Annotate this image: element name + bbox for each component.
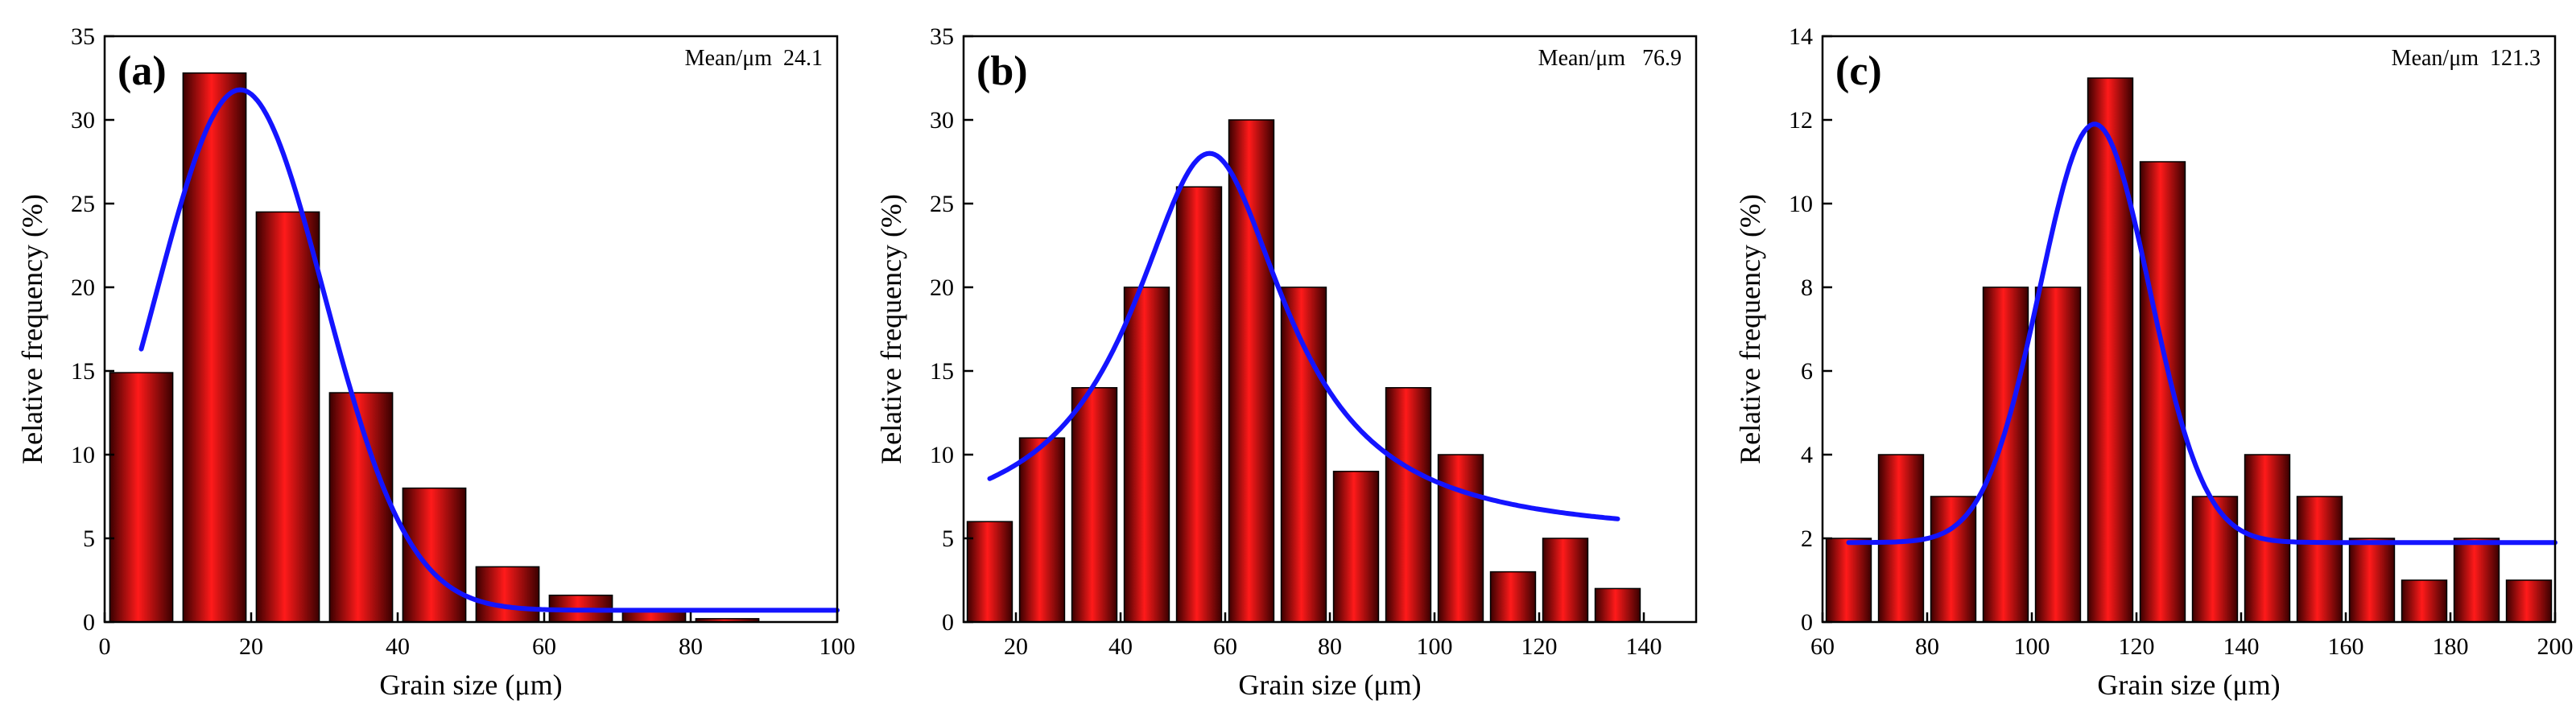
x-tick-label-a-2: 40 bbox=[386, 633, 410, 660]
x-tick-label-a-4: 80 bbox=[679, 633, 703, 660]
histogram-bar-a-5 bbox=[475, 566, 540, 623]
x-tick-label-c-7: 200 bbox=[2537, 633, 2574, 660]
x-tick-label-b-6: 140 bbox=[1626, 633, 1662, 660]
y-tick-label-c-4: 8 bbox=[1801, 274, 1813, 301]
histogram-bar-c-10 bbox=[2348, 538, 2396, 623]
histogram-bar-c-12 bbox=[2453, 538, 2500, 623]
y-tick-label-b-0: 0 bbox=[942, 609, 954, 636]
histogram-bar-b-0 bbox=[966, 521, 1013, 623]
histogram-chart-c: 60 80 100 120 140 160 180 200 0 2 4 6 8 10 12 14 Grain s… bbox=[1734, 23, 2574, 701]
histogram-bar-b-11 bbox=[1542, 538, 1589, 623]
y-tick-label-c-3: 6 bbox=[1801, 358, 1813, 385]
histogram-bar-b-5 bbox=[1228, 119, 1275, 623]
y-tick-label-a-2: 10 bbox=[71, 442, 95, 468]
histogram-bar-a-4 bbox=[402, 487, 467, 623]
histogram-bar-c-0 bbox=[1825, 538, 1872, 623]
y-tick-label-a-5: 25 bbox=[71, 191, 95, 217]
x-tick-label-a-5: 100 bbox=[819, 633, 856, 660]
y-tick-label-b-7: 35 bbox=[930, 23, 954, 50]
x-tick-label-b-3: 80 bbox=[1318, 633, 1342, 660]
y-tick-label-a-3: 15 bbox=[71, 358, 95, 385]
x-tick-label-b-1: 40 bbox=[1108, 633, 1133, 660]
histogram-bar-b-1 bbox=[1018, 437, 1066, 623]
x-tick-label-b-2: 60 bbox=[1213, 633, 1237, 660]
panel-label-a: (a) bbox=[118, 48, 167, 94]
x-tick-label-c-0: 60 bbox=[1810, 633, 1835, 660]
histogram-bar-a-0 bbox=[109, 372, 174, 623]
y-tick-label-b-2: 10 bbox=[930, 442, 954, 468]
x-tick-label-a-1: 20 bbox=[239, 633, 263, 660]
y-tick-label-a-6: 30 bbox=[71, 107, 95, 134]
y-tick-label-b-6: 30 bbox=[930, 107, 954, 134]
histogram-bar-c-2 bbox=[1930, 496, 1977, 623]
plot-frame-c bbox=[1821, 35, 2557, 624]
fit-curve-a bbox=[138, 87, 840, 613]
histogram-bar-c-3 bbox=[1982, 286, 2029, 623]
panel-label-b: (b) bbox=[976, 48, 1028, 94]
histogram-bar-c-6 bbox=[2139, 161, 2186, 623]
histogram-bar-b-7 bbox=[1332, 471, 1380, 623]
histogram-bar-c-13 bbox=[2505, 579, 2553, 623]
histogram-bar-b-12 bbox=[1594, 587, 1641, 623]
histogram-bar-b-2 bbox=[1071, 387, 1118, 623]
histogram-bar-b-10 bbox=[1489, 571, 1537, 623]
x-tick-label-b-5: 120 bbox=[1521, 633, 1558, 660]
histogram-bar-a-1 bbox=[182, 72, 247, 623]
mean-annotation-c: Mean/μm 121.3 bbox=[2392, 46, 2541, 71]
histogram-bar-c-4 bbox=[2034, 286, 2082, 623]
histogram-bar-a-2 bbox=[255, 211, 320, 623]
panel-label-c: (c) bbox=[1835, 48, 1882, 94]
y-tick-label-b-3: 15 bbox=[930, 358, 954, 385]
histogram-panel-c: 60 80 100 120 140 160 180 200 0 2 4 6 8 10 12 14 Grain s… bbox=[1718, 0, 2576, 717]
mean-annotation-b: Mean/μm 76.9 bbox=[1538, 46, 1682, 71]
x-tick-label-c-5: 160 bbox=[2328, 633, 2364, 660]
histogram-bar-b-6 bbox=[1280, 286, 1327, 623]
y-tick-label-a-1: 5 bbox=[83, 525, 95, 552]
x-tick-label-b-4: 100 bbox=[1417, 633, 1453, 660]
y-tick-label-c-0: 0 bbox=[1801, 609, 1813, 636]
x-tick-label-c-2: 100 bbox=[2014, 633, 2050, 660]
y-tick-label-b-1: 5 bbox=[942, 525, 954, 552]
histogram-bar-c-11 bbox=[2401, 579, 2448, 623]
y-axis-label-b: Relative frequency (%) bbox=[875, 194, 907, 464]
y-tick-label-b-5: 25 bbox=[930, 191, 954, 217]
y-tick-label-b-4: 20 bbox=[930, 274, 954, 301]
x-tick-label-c-4: 140 bbox=[2223, 633, 2260, 660]
y-tick-label-a-4: 20 bbox=[71, 274, 95, 301]
y-axis-label-a: Relative frequency (%) bbox=[16, 194, 48, 464]
x-axis-label-a: Grain size (μm) bbox=[379, 669, 562, 701]
histogram-bar-b-3 bbox=[1123, 286, 1170, 623]
plot-frame-a bbox=[103, 35, 839, 624]
x-axis-label-b: Grain size (μm) bbox=[1238, 669, 1421, 701]
y-tick-label-c-2: 4 bbox=[1801, 442, 1813, 468]
y-tick-label-a-7: 35 bbox=[71, 23, 95, 50]
histogram-chart-a: 0 20 40 60 80 100 0 5 10 15 20 25 30 35 Grain size (μm… bbox=[16, 23, 856, 701]
y-tick-label-c-1: 2 bbox=[1801, 525, 1813, 552]
x-tick-label-c-3: 120 bbox=[2119, 633, 2155, 660]
histogram-bar-c-5 bbox=[2087, 77, 2134, 623]
histogram-bar-c-9 bbox=[2296, 496, 2343, 623]
x-tick-label-a-0: 0 bbox=[99, 633, 111, 660]
histogram-bar-c-7 bbox=[2191, 496, 2239, 623]
y-axis-label-c: Relative frequency (%) bbox=[1734, 194, 1766, 464]
x-tick-label-c-1: 80 bbox=[1915, 633, 1939, 660]
x-tick-label-c-6: 180 bbox=[2433, 633, 2469, 660]
histogram-chart-b: 20 40 60 80 100 120 140 0 5 10 15 20 25 30 35 Grain siz… bbox=[875, 23, 1698, 701]
y-tick-label-c-6: 12 bbox=[1789, 107, 1813, 134]
histogram-bar-b-9 bbox=[1437, 454, 1484, 623]
x-axis-label-c: Grain size (μm) bbox=[2097, 669, 2280, 701]
histogram-bar-b-8 bbox=[1385, 387, 1432, 623]
fit-curve-c bbox=[1846, 122, 2557, 546]
histogram-panel-a: 0 20 40 60 80 100 0 5 10 15 20 25 30 35 Grain size (μm… bbox=[0, 0, 859, 717]
x-tick-label-b-0: 20 bbox=[1004, 633, 1028, 660]
y-tick-label-a-0: 0 bbox=[83, 609, 95, 636]
y-tick-label-c-5: 10 bbox=[1789, 191, 1813, 217]
mean-annotation-a: Mean/μm 24.1 bbox=[685, 46, 823, 71]
histogram-bar-b-4 bbox=[1175, 186, 1223, 623]
y-tick-label-c-7: 14 bbox=[1789, 23, 1813, 50]
fit-curve-b bbox=[987, 150, 1620, 521]
histogram-panel-b: 20 40 60 80 100 120 140 0 5 10 15 20 25 30 35 Grain siz… bbox=[859, 0, 1718, 717]
x-tick-label-a-3: 60 bbox=[532, 633, 556, 660]
